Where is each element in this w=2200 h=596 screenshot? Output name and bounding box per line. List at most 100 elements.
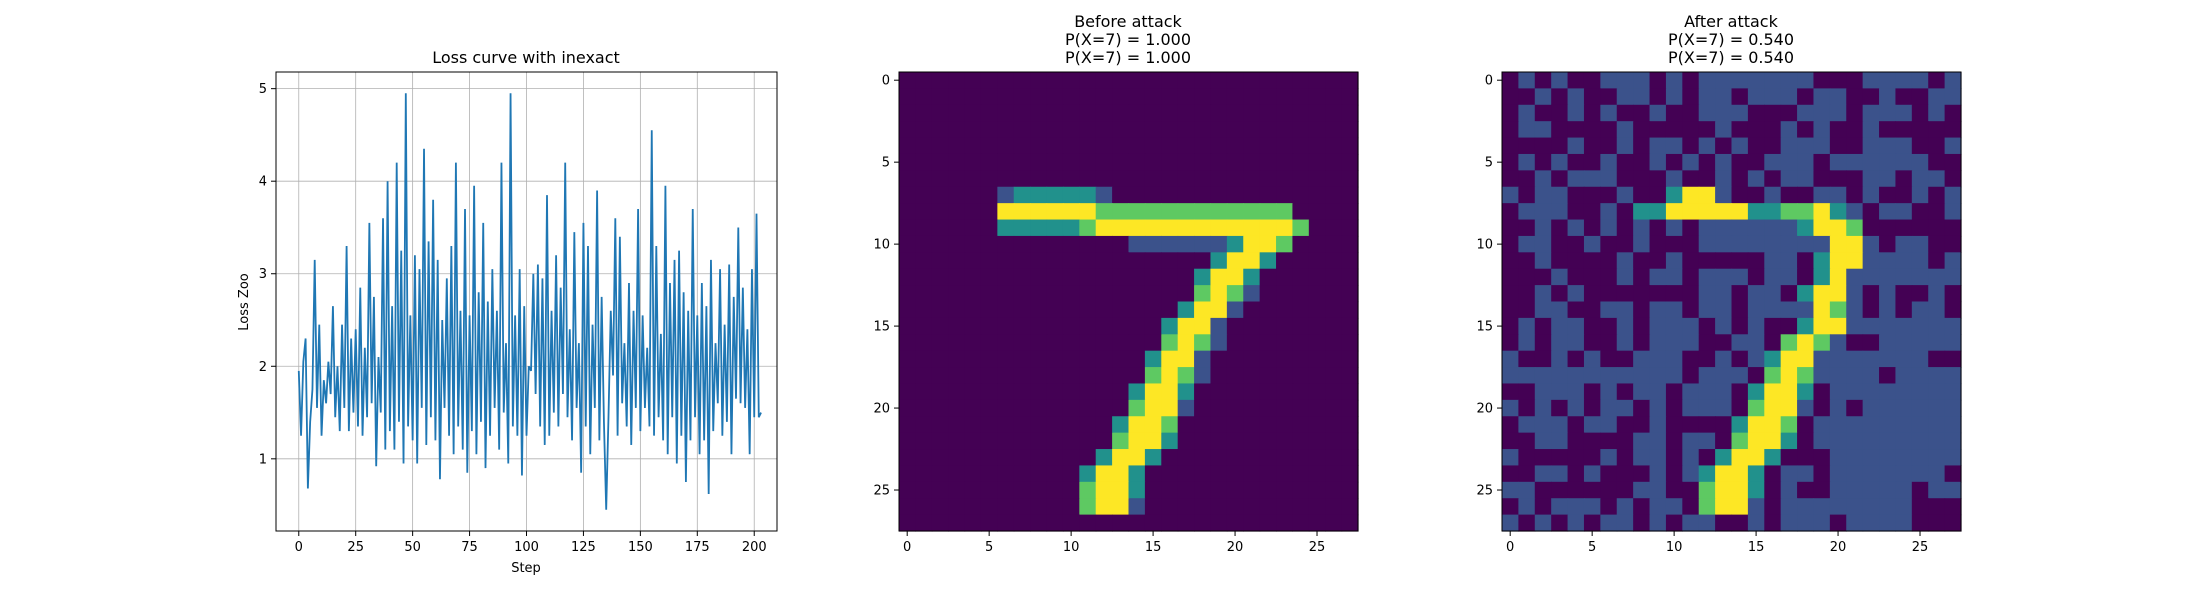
before-pixel — [1308, 367, 1326, 385]
before-pixel — [1194, 317, 1212, 335]
after-pixel — [1780, 186, 1798, 204]
after-pixel — [1928, 104, 1946, 122]
after-pixel — [1846, 203, 1864, 221]
before-pixel — [948, 465, 966, 483]
before-pixel — [964, 301, 982, 319]
after-pixel — [1567, 121, 1585, 139]
after-pixel — [1715, 186, 1733, 204]
after-pixel — [1600, 285, 1618, 303]
after-pixel — [1813, 186, 1831, 204]
after-pixel — [1846, 465, 1864, 483]
after-pixel — [1780, 235, 1798, 253]
after-pixel — [1583, 317, 1601, 335]
after-pixel — [1829, 449, 1847, 467]
after-pixel — [1534, 334, 1552, 352]
after-pixel — [1911, 383, 1929, 401]
after-pixel — [1764, 104, 1782, 122]
after-pixel — [1534, 153, 1552, 171]
after-pixel — [1879, 498, 1897, 516]
after-pixel — [1764, 219, 1782, 237]
before-pixel — [1095, 350, 1113, 368]
after-pixel — [1911, 285, 1929, 303]
before-pixel — [1325, 219, 1343, 237]
before-pixel — [1226, 301, 1244, 319]
after-pixel — [1518, 186, 1536, 204]
before-pixel — [1194, 383, 1212, 401]
before-x-ticks: 0 5 10 15 20 25 — [903, 531, 1325, 555]
after-pixel — [1649, 432, 1667, 450]
after-pixel — [1698, 104, 1716, 122]
before-pixel — [1194, 498, 1212, 516]
after-pixel — [1502, 350, 1519, 368]
before-pixel — [1030, 137, 1048, 155]
before-pixel — [1013, 383, 1031, 401]
before-pixel — [1243, 367, 1261, 385]
before-pixel — [1226, 416, 1244, 434]
after-pixel — [1813, 219, 1831, 237]
after-pixel — [1600, 301, 1618, 319]
before-pixel — [1062, 219, 1080, 237]
before-pixel — [980, 186, 998, 204]
after-pixel — [1846, 416, 1864, 434]
before-pixel — [1144, 219, 1162, 237]
after-pixel — [1879, 465, 1897, 483]
before-pixel — [1013, 285, 1031, 303]
after-pixel — [1665, 449, 1683, 467]
before-pixel — [1210, 514, 1228, 532]
after-plot-frame — [1501, 71, 1962, 532]
before-pixel — [1308, 350, 1326, 368]
after-pixel — [1813, 416, 1831, 434]
after-y-tick-label: 10 — [1476, 238, 1493, 253]
before-pixel — [1161, 137, 1179, 155]
before-pixel — [1013, 186, 1031, 204]
before-pixel — [1128, 514, 1146, 532]
before-pixel — [1308, 203, 1326, 221]
after-pixel — [1797, 153, 1815, 171]
before-pixel — [1292, 498, 1310, 516]
before-pixel — [1144, 170, 1162, 188]
before-pixel — [1243, 235, 1261, 253]
after-pixel — [1682, 498, 1700, 516]
before-pixel — [899, 268, 916, 286]
before-pixel — [1046, 285, 1064, 303]
before-pixel — [1325, 268, 1343, 286]
before-pixel — [1062, 72, 1080, 89]
after-pixel — [1665, 416, 1683, 434]
after-pixel — [1747, 186, 1765, 204]
before-pixel — [1030, 186, 1048, 204]
before-pixel — [1128, 88, 1146, 106]
before-pixel — [1079, 449, 1097, 467]
before-y-tick-label: 20 — [873, 402, 890, 417]
after-pixel — [1879, 399, 1897, 417]
after-pixel — [1698, 334, 1716, 352]
before-pixel — [1062, 104, 1080, 122]
before-pixel — [948, 72, 966, 89]
before-pixel — [1325, 104, 1343, 122]
after-pixel — [1731, 301, 1749, 319]
after-pixel — [1534, 317, 1552, 335]
before-pixel — [948, 514, 966, 532]
after-pixel — [1829, 514, 1847, 532]
after-pixel — [1583, 383, 1601, 401]
before-pixel — [1079, 104, 1097, 122]
before-pixel — [931, 235, 949, 253]
after-pixel — [1600, 268, 1618, 286]
before-pixel — [1079, 416, 1097, 434]
after-pixel — [1665, 137, 1683, 155]
before-pixel — [1079, 367, 1097, 385]
before-pixel — [1325, 449, 1343, 467]
after-pixel — [1502, 121, 1519, 139]
loss-x-tick-label: 50 — [404, 540, 421, 555]
before-pixel — [1226, 104, 1244, 122]
after-pixel — [1846, 367, 1864, 385]
before-pixel — [1243, 334, 1261, 352]
after-pixel — [1846, 104, 1864, 122]
before-pixel — [1276, 498, 1294, 516]
after-pixel — [1502, 104, 1519, 122]
before-pixel — [1259, 153, 1277, 171]
after-pixel — [1780, 416, 1798, 434]
before-pixel — [997, 153, 1015, 171]
before-pixel — [1243, 350, 1261, 368]
after-pixel — [1829, 334, 1847, 352]
before-pixel — [964, 153, 982, 171]
